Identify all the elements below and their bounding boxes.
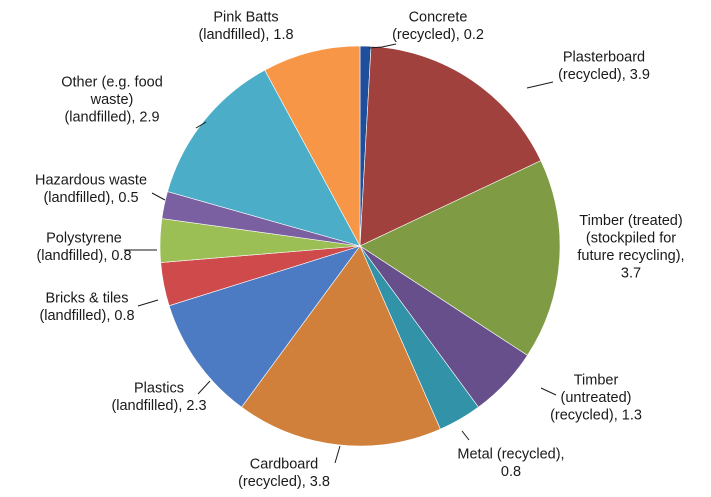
slice-label-line: Other (e.g. food xyxy=(61,75,163,91)
slice-label-line: future recycling), xyxy=(577,248,684,264)
labels-layer: Concrete (recycled), 0.2 Plasterboard (recy… xyxy=(35,9,685,490)
slice-label-line: (recycled), 3.9 xyxy=(558,67,650,83)
slice-label-line: Hazardous waste xyxy=(35,172,147,188)
slice-label-4: Timber (untreated) (recycled), 1.3 xyxy=(550,373,642,424)
pie-slice-7 xyxy=(168,245,361,408)
pie-slice-3 xyxy=(359,160,561,356)
slice-label-11: Other (e.g. food waste) (landfilled), 2.9 xyxy=(61,75,163,126)
slice-label-3: Timber (treated) (stockpiled for future re… xyxy=(577,213,684,281)
slice-label-line: 0.8 xyxy=(501,464,521,480)
slice-label-line: Timber xyxy=(574,373,619,389)
slice-label-line: (landfilled), 2.3 xyxy=(111,398,206,414)
leader-line-2 xyxy=(526,81,554,89)
slice-label-7: Plastics (landfilled), 2.3 xyxy=(111,380,206,414)
slice-label-line: 3.7 xyxy=(621,265,641,281)
leader-line-8 xyxy=(137,299,159,307)
slice-label-2: Plasterboard (recycled), 3.9 xyxy=(558,49,650,83)
pie-slice-11 xyxy=(167,69,361,247)
slice-label-line: Polystyrene xyxy=(46,230,122,246)
leader-line-6 xyxy=(334,445,341,464)
slice-label-line: Timber (treated) xyxy=(579,213,682,229)
slice-label-line: Pink Batts xyxy=(213,9,278,25)
slice-label-line: (landfilled), 0.8 xyxy=(36,248,131,264)
slice-label-12: Pink Batts (landfilled), 1.8 xyxy=(198,9,293,43)
slice-label-line: Concrete xyxy=(409,9,468,25)
slice-label-line: (recycled), 0.2 xyxy=(392,27,484,43)
slice-label-line: Metal (recycled), xyxy=(457,446,564,462)
leader-line-10 xyxy=(151,192,166,201)
slice-label-1: Concrete (recycled), 0.2 xyxy=(392,9,484,43)
slice-label-line: (landfilled), 1.8 xyxy=(198,27,293,43)
slice-label-line: (stockpiled for xyxy=(586,230,676,246)
slice-label-9: Polystyrene (landfilled), 0.8 xyxy=(36,230,131,263)
slice-label-line: waste) xyxy=(90,92,134,108)
slice-label-5: Metal (recycled), 0.8 xyxy=(457,446,564,480)
pie-slice-6 xyxy=(241,245,441,447)
slice-label-10: Hazardous waste (landfilled), 0.5 xyxy=(35,172,147,206)
slice-label-line: Plastics xyxy=(134,380,184,396)
slices-layer xyxy=(159,45,561,447)
leader-line-4 xyxy=(540,387,557,396)
slice-label-line: Bricks & tiles xyxy=(46,290,129,306)
slice-label-6: Cardboard (recycled), 3.8 xyxy=(238,456,330,490)
slice-label-line: (recycled), 1.3 xyxy=(550,408,642,424)
pie-slice-12 xyxy=(264,45,361,247)
slice-label-8: Bricks & tiles (landfilled), 0.8 xyxy=(39,290,134,324)
slice-label-line: (landfilled), 2.9 xyxy=(64,110,159,126)
leader-line-1 xyxy=(368,43,397,49)
leader-line-11 xyxy=(195,121,207,129)
leader-line-7 xyxy=(197,380,211,395)
slice-label-line: (recycled), 3.8 xyxy=(238,474,330,490)
leader-line-5 xyxy=(461,430,470,441)
slice-label-line: Cardboard xyxy=(250,456,319,472)
leaders-layer xyxy=(124,43,557,464)
slice-label-line: (landfilled), 0.8 xyxy=(39,308,134,324)
slice-label-line: (landfilled), 0.5 xyxy=(43,190,138,206)
pie-slice-2 xyxy=(359,45,542,247)
slice-label-line: Plasterboard xyxy=(563,49,645,65)
slice-label-line: (untreated) xyxy=(561,390,632,406)
